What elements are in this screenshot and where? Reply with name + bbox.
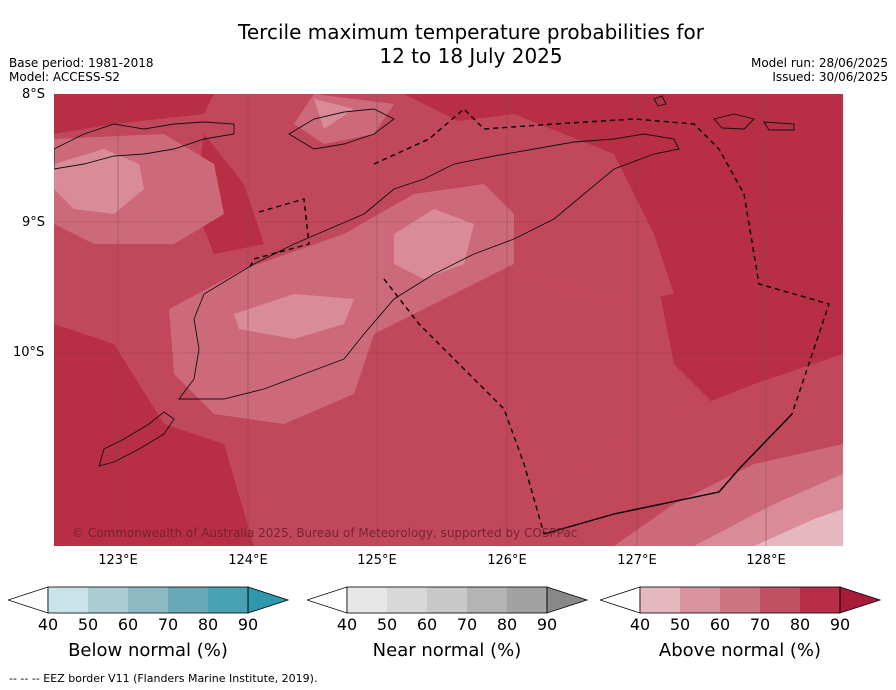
legend-above-normal (600, 586, 882, 616)
model-run: Model run: 28/06/2025 (750, 56, 888, 70)
colorbar-near-bin-80-90 (507, 587, 547, 613)
above-tick-50: 50 (669, 615, 691, 634)
base-period: Base period: 1981-2018 (9, 56, 154, 70)
title-line-1: Tercile maximum temperature probabilitie… (238, 20, 704, 44)
below-normal-title: Below normal (%) (68, 640, 228, 661)
wetar-east-island (713, 113, 755, 130)
above-tick-90: 90 (829, 615, 851, 634)
colorbar-above-bin-40-50 (640, 587, 680, 613)
near-tick-50: 50 (376, 615, 398, 634)
meta-left: Base period: 1981-2018 Model: ACCESS-S2 (9, 56, 154, 84)
title-line-2: 12 to 18 July 2025 (379, 44, 563, 68)
timor-coastline (178, 133, 680, 400)
colorbar-above-bin-60-70 (720, 587, 760, 613)
legend-below-normal (8, 586, 290, 616)
region-70-80-ne (434, 114, 674, 304)
colorbar-below-frame (47, 586, 249, 614)
colorbar-above-arrow-right (839, 586, 882, 614)
copyright-notice: © Commonwealth of Australia 2025, Bureau… (72, 526, 578, 540)
lon-label-125: 125°E (357, 553, 397, 568)
colorbar-below-bin-40-50 (48, 587, 88, 613)
flores-coastline (54, 121, 235, 170)
lon-label-124: 124°E (228, 553, 268, 568)
lon-label-128: 128°E (746, 553, 786, 568)
alor-island (288, 108, 395, 150)
rote-island (98, 411, 175, 467)
region-80-90-nw (54, 94, 214, 134)
colorbar-above-bin-80-90 (800, 587, 840, 613)
near-normal-title: Near normal (%) (372, 640, 522, 661)
region-40-50-se (754, 509, 843, 546)
islet-2 (763, 121, 795, 131)
above-tick-80: 80 (789, 615, 811, 634)
islet-1 (653, 95, 667, 107)
coastlines (54, 95, 795, 467)
eez-west (383, 278, 545, 535)
colorbar-near-bin-50-60 (387, 587, 427, 613)
near-tick-60: 60 (416, 615, 438, 634)
below-tick-40: 40 (37, 615, 59, 634)
above-normal-title: Above normal (%) (658, 640, 822, 661)
colorbar-above-bin-50-60 (680, 587, 720, 613)
lat-label-8s: 8°S (22, 87, 46, 102)
colorbar-below-bin-50-60 (88, 587, 128, 613)
region-80-90-sw (54, 324, 254, 546)
colorbar-above-bin-70-80 (760, 587, 800, 613)
colorbar-near-arrow-left (307, 586, 348, 614)
colorbar-below-bin-70-80 (168, 587, 208, 613)
colorbar-near-bin-40-50 (347, 587, 387, 613)
eez-footer-note: -- -- -- EEZ border V11 (Flanders Marine… (9, 672, 318, 685)
meridians (117, 94, 767, 546)
meta-right: Model run: 28/06/2025 Issued: 30/06/2025 (751, 56, 888, 84)
region-80-90-east (404, 94, 843, 546)
issued-date: Issued: 30/06/2025 (772, 70, 888, 84)
above-tick-70: 70 (749, 615, 771, 634)
map-title: Tercile maximum temperature probabilitie… (0, 20, 896, 68)
lat-label-9s: 9°S (22, 215, 46, 230)
colorbar-below (8, 586, 290, 614)
near-tick-90: 90 (536, 615, 558, 634)
colorbar-above-frame (639, 586, 841, 614)
colorbar-near-bin-60-70 (427, 587, 467, 613)
colorbar-near-frame (346, 586, 548, 614)
eez-south (543, 413, 793, 535)
legend-near-normal (307, 586, 589, 616)
below-tick-70: 70 (157, 615, 179, 634)
colorbar-below-arrow-right (247, 586, 290, 614)
near-tick-40: 40 (336, 615, 358, 634)
below-tick-60: 60 (117, 615, 139, 634)
lon-label-123: 123°E (98, 553, 138, 568)
eez-north-east (373, 108, 830, 415)
above-tick-60: 60 (709, 615, 731, 634)
eez-oecusse (248, 198, 310, 270)
colorbar-above (600, 586, 882, 614)
above-tick-40: 40 (629, 615, 651, 634)
lon-label-127: 127°E (617, 553, 657, 568)
near-tick-70: 70 (456, 615, 478, 634)
probability-map: © Commonwealth of Australia 2025, Bureau… (54, 94, 843, 546)
colorbar-below-arrow-left (8, 586, 49, 614)
model-name: Model: ACCESS-S2 (9, 70, 121, 84)
below-tick-50: 50 (77, 615, 99, 634)
map-svg (54, 94, 843, 546)
colorbar-above-arrow-left (600, 586, 641, 614)
colorbar-below-bin-60-70 (128, 587, 168, 613)
colorbar-near (307, 586, 589, 614)
region-50-60-central (234, 294, 354, 339)
lat-label-10s: 10°S (13, 345, 45, 360)
eez-border (248, 108, 830, 535)
graticule (54, 221, 843, 354)
region-50-60-east-island (394, 209, 474, 279)
lon-label-126: 126°E (487, 553, 527, 568)
colorbar-near-arrow-right (546, 586, 589, 614)
below-tick-90: 90 (237, 615, 259, 634)
colorbar-near-bin-70-80 (467, 587, 507, 613)
below-tick-80: 80 (197, 615, 219, 634)
colorbar-below-bin-80-90 (208, 587, 248, 613)
near-tick-80: 80 (496, 615, 518, 634)
